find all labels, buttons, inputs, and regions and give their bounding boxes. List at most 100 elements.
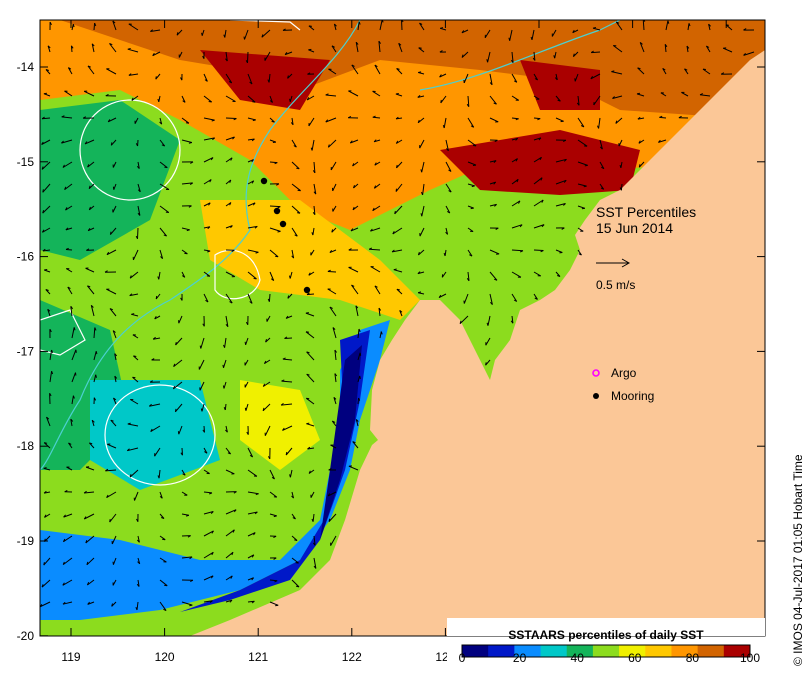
current-vector-head [274,516,277,517]
lat-tick-label: -17 [17,344,35,358]
colorbar-swatch [698,645,725,657]
copyright-strip: © IMOS 04-Jul-2017 01:05 Hobart Time [788,330,808,670]
current-vector [373,117,380,118]
current-vector-head [296,563,299,564]
current-vector-head [176,342,177,345]
colorbar-tick-label: 0 [459,651,466,665]
current-vector-head [290,99,291,102]
current-vector-head [201,409,202,412]
current-vector-head [209,102,212,103]
current-vector-head [202,33,203,36]
current-vector-head [111,142,112,145]
current-vector-head [223,386,224,389]
current-vector-head [637,93,640,94]
current-vector-head [585,165,588,166]
current-vector-head [44,562,45,565]
argo-label: Argo [611,366,637,380]
current-vector-head [96,351,97,354]
mooring-marker [274,208,280,214]
current-vector-head [360,376,361,379]
colorbar-swatch [593,645,620,657]
current-vector-head [286,452,287,455]
current-vector [369,249,380,250]
current-vector [270,206,280,207]
colorbar-tick-label: 40 [571,651,585,665]
current-vector-head [156,296,157,299]
lat-tick-label: -20 [17,629,35,643]
lat-tick-label: -18 [17,439,35,453]
lat-tick-label: -19 [17,534,35,548]
current-vector-head [200,346,201,349]
current-vector-head [584,186,587,187]
current-vector-head [244,37,245,40]
latitude-labels: -14-15-16-17-18-19-20 [17,60,35,643]
current-vector-head [309,26,312,27]
current-vector-head [394,269,397,270]
colorbar-tick-label: 100 [740,651,760,665]
lon-tick-label: 121 [248,650,268,664]
current-vector-head [133,377,136,378]
current-vector-head [360,353,361,356]
current-vector-head [164,585,167,586]
current-vector-head [472,186,475,187]
map-title: SST Percentiles [596,204,696,220]
current-vector [534,250,543,251]
copyright-notice: © IMOS 04-Jul-2017 01:05 Hobart Time [791,454,805,666]
current-vector-head [272,121,275,122]
current-vector [226,118,236,119]
current-vector-head [131,314,134,315]
current-vector-head [486,362,487,365]
current-vector-head [471,208,474,209]
current-vector-head [288,296,289,299]
current-vector [248,52,249,63]
current-vector-head [418,72,421,73]
current-vector-head [306,313,309,314]
colorbar-tick-label: 80 [686,651,700,665]
current-vector-head [245,342,246,345]
current-vector-head [396,94,399,95]
mooring-marker [304,287,310,293]
current-vector-head [419,48,422,49]
current-vector-head [294,540,297,541]
current-vector-head [297,213,300,214]
current-vector-head [252,102,255,103]
colorbar-title: SSTAARS percentiles of daily SST [508,628,704,642]
lat-tick-label: -15 [17,155,35,169]
current-vector [328,272,336,273]
current-vector-head [593,28,596,29]
current-vector-head [223,365,224,368]
current-vector-head [306,423,309,424]
current-vector-head [189,605,192,606]
colorbar-swatch [488,645,515,657]
current-vector-head [43,189,44,192]
mooring-marker-icon [593,393,599,399]
current-vector-head [639,164,640,167]
current-vector-head [44,468,47,469]
colorbar-swatches [462,645,751,657]
current-vector [270,580,277,581]
mooring-marker [261,178,267,184]
current-vector-head [245,408,246,411]
lat-tick-label: -14 [17,60,35,74]
colorbar-swatch [541,645,568,657]
colorbar-tick-label: 60 [628,651,642,665]
current-vector-head [395,211,396,214]
map-date: 15 Jun 2014 [596,220,673,236]
current-vector-head [156,76,157,79]
current-vector-head [298,190,301,191]
current-vector-head [440,28,443,29]
current-vector-head [290,276,291,279]
current-vector-head [397,165,398,168]
current-vector-head [441,100,442,103]
colorbar-swatch [462,645,489,657]
current-vector-head [110,232,111,235]
mooring-marker [280,221,286,227]
current-vector-head [582,208,585,209]
current-vector-head [278,231,281,232]
current-vector-head [133,356,136,357]
current-vector-head [296,168,299,169]
scale-vector-label: 0.5 m/s [596,278,635,292]
